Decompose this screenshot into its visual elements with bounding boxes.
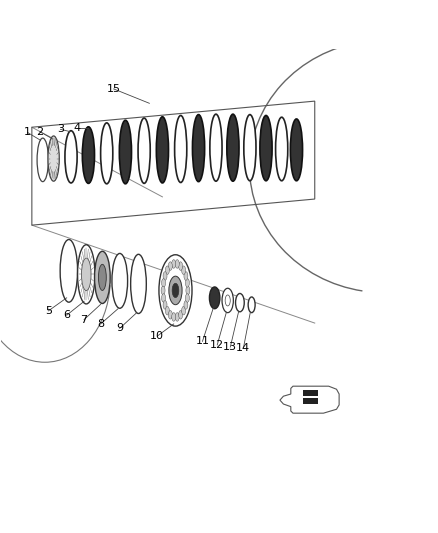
Ellipse shape (222, 288, 233, 313)
Ellipse shape (175, 313, 179, 321)
Ellipse shape (99, 264, 106, 290)
Text: 5: 5 (45, 306, 52, 316)
Ellipse shape (162, 279, 166, 287)
Ellipse shape (161, 286, 165, 295)
Ellipse shape (172, 260, 176, 268)
Ellipse shape (78, 245, 95, 304)
Bar (304, 398, 318, 403)
Ellipse shape (248, 297, 255, 313)
Ellipse shape (182, 306, 186, 315)
Ellipse shape (95, 251, 110, 303)
Text: 1: 1 (24, 127, 31, 138)
Ellipse shape (172, 284, 179, 297)
Ellipse shape (169, 276, 182, 305)
Ellipse shape (159, 255, 192, 326)
Ellipse shape (179, 262, 183, 270)
Text: 10: 10 (150, 331, 164, 341)
Ellipse shape (192, 115, 205, 182)
Ellipse shape (182, 266, 186, 274)
Ellipse shape (175, 260, 179, 268)
Ellipse shape (185, 279, 189, 287)
Ellipse shape (60, 239, 78, 302)
Text: 12: 12 (210, 340, 224, 350)
Ellipse shape (210, 114, 222, 181)
Ellipse shape (244, 115, 256, 181)
Ellipse shape (101, 123, 113, 184)
Ellipse shape (168, 311, 172, 319)
Ellipse shape (290, 119, 303, 181)
Ellipse shape (225, 295, 230, 306)
Ellipse shape (184, 301, 188, 309)
Ellipse shape (138, 118, 150, 183)
Ellipse shape (65, 131, 77, 183)
Ellipse shape (48, 136, 59, 181)
Ellipse shape (37, 138, 48, 182)
Ellipse shape (166, 266, 170, 274)
Ellipse shape (166, 306, 170, 315)
Ellipse shape (276, 117, 288, 181)
Text: 11: 11 (195, 336, 209, 346)
Ellipse shape (81, 258, 91, 290)
Text: 13: 13 (223, 342, 237, 352)
Ellipse shape (131, 254, 146, 313)
Ellipse shape (236, 294, 244, 312)
Text: 4: 4 (74, 123, 81, 133)
Text: 6: 6 (63, 310, 70, 320)
Text: 15: 15 (107, 84, 121, 94)
Text: 3: 3 (57, 124, 64, 134)
Ellipse shape (168, 262, 172, 270)
Ellipse shape (172, 313, 176, 321)
Ellipse shape (175, 116, 187, 182)
Ellipse shape (184, 272, 188, 280)
Text: 8: 8 (97, 319, 104, 329)
Ellipse shape (186, 286, 190, 295)
Bar (304, 390, 318, 396)
Ellipse shape (162, 294, 166, 302)
Text: 2: 2 (36, 126, 43, 136)
Ellipse shape (185, 294, 189, 302)
Ellipse shape (112, 254, 127, 308)
Ellipse shape (209, 287, 220, 309)
Ellipse shape (163, 272, 167, 280)
Ellipse shape (82, 127, 95, 183)
Ellipse shape (119, 120, 131, 184)
Ellipse shape (260, 116, 272, 181)
Ellipse shape (163, 301, 167, 309)
Text: 14: 14 (237, 343, 251, 353)
Ellipse shape (227, 114, 239, 181)
Ellipse shape (156, 117, 169, 183)
Text: 9: 9 (116, 324, 124, 333)
Text: 7: 7 (81, 314, 88, 325)
Ellipse shape (179, 311, 183, 319)
